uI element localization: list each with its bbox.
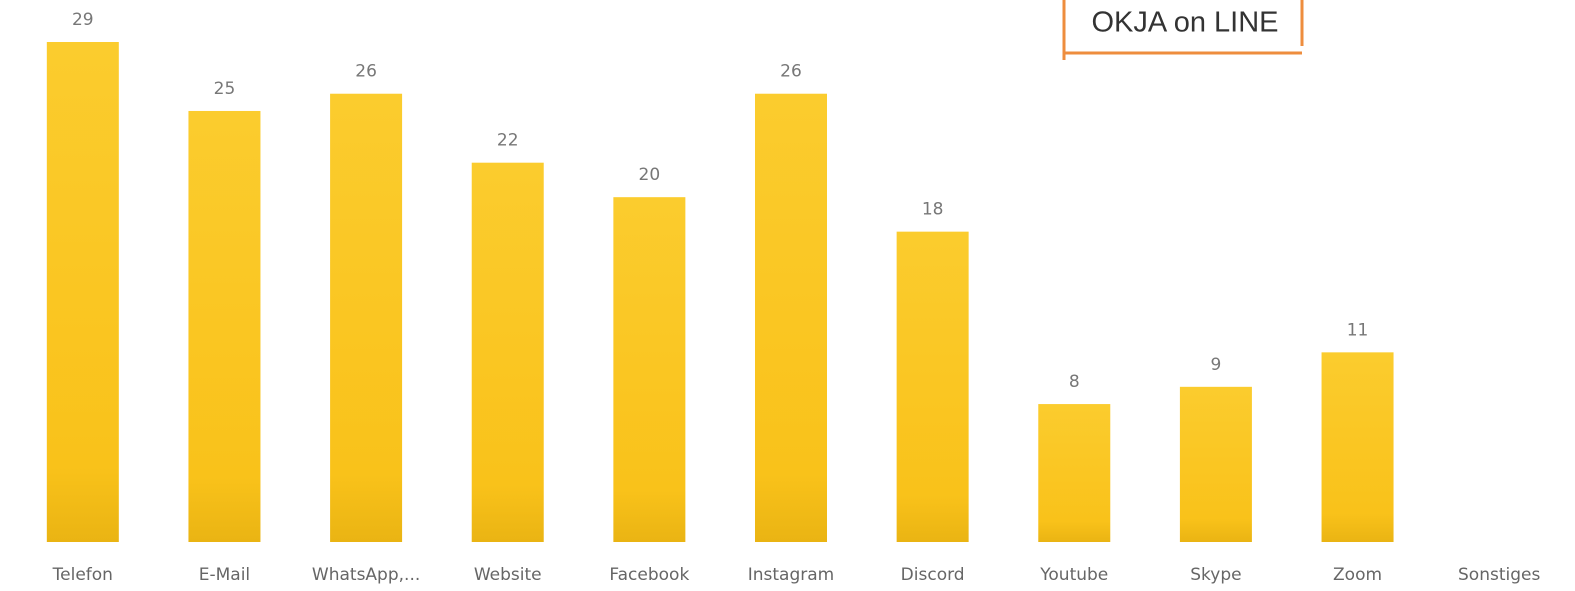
data-label: 26 <box>355 62 377 82</box>
x-tick-label: WhatsApp,... <box>312 565 420 585</box>
x-tick-label: Website <box>474 565 542 585</box>
bar <box>46 42 119 542</box>
data-label: 18 <box>922 200 944 220</box>
x-tick-label: Facebook <box>609 565 689 585</box>
bar <box>1179 386 1252 542</box>
data-label: 22 <box>497 131 519 151</box>
bar <box>613 197 686 542</box>
data-label: 11 <box>1347 320 1369 340</box>
bar <box>330 93 403 543</box>
x-tick-label: Zoom <box>1333 565 1382 585</box>
x-tick-label: Telefon <box>52 565 113 585</box>
data-label: 8 <box>1069 372 1080 392</box>
badge-text: OKJA on LINE <box>1092 7 1279 39</box>
x-tick-label: Youtube <box>1039 565 1108 585</box>
x-tick-label: Instagram <box>748 565 835 585</box>
bar <box>896 231 969 543</box>
x-tick-label: Discord <box>901 565 965 585</box>
data-label: 9 <box>1210 355 1221 375</box>
data-label: 26 <box>780 62 802 82</box>
bar <box>471 162 544 543</box>
data-label: 20 <box>639 165 661 185</box>
bar <box>1038 404 1111 542</box>
bar <box>1321 352 1394 542</box>
data-label: 25 <box>214 79 236 99</box>
x-tick-label: Sonstiges <box>1458 565 1540 585</box>
data-label: 29 <box>72 10 94 30</box>
badge-frame <box>1062 0 1304 60</box>
x-tick-label: Skype <box>1190 565 1241 585</box>
bar <box>755 93 827 543</box>
bar <box>188 110 261 542</box>
x-tick-label: E-Mail <box>199 565 250 585</box>
